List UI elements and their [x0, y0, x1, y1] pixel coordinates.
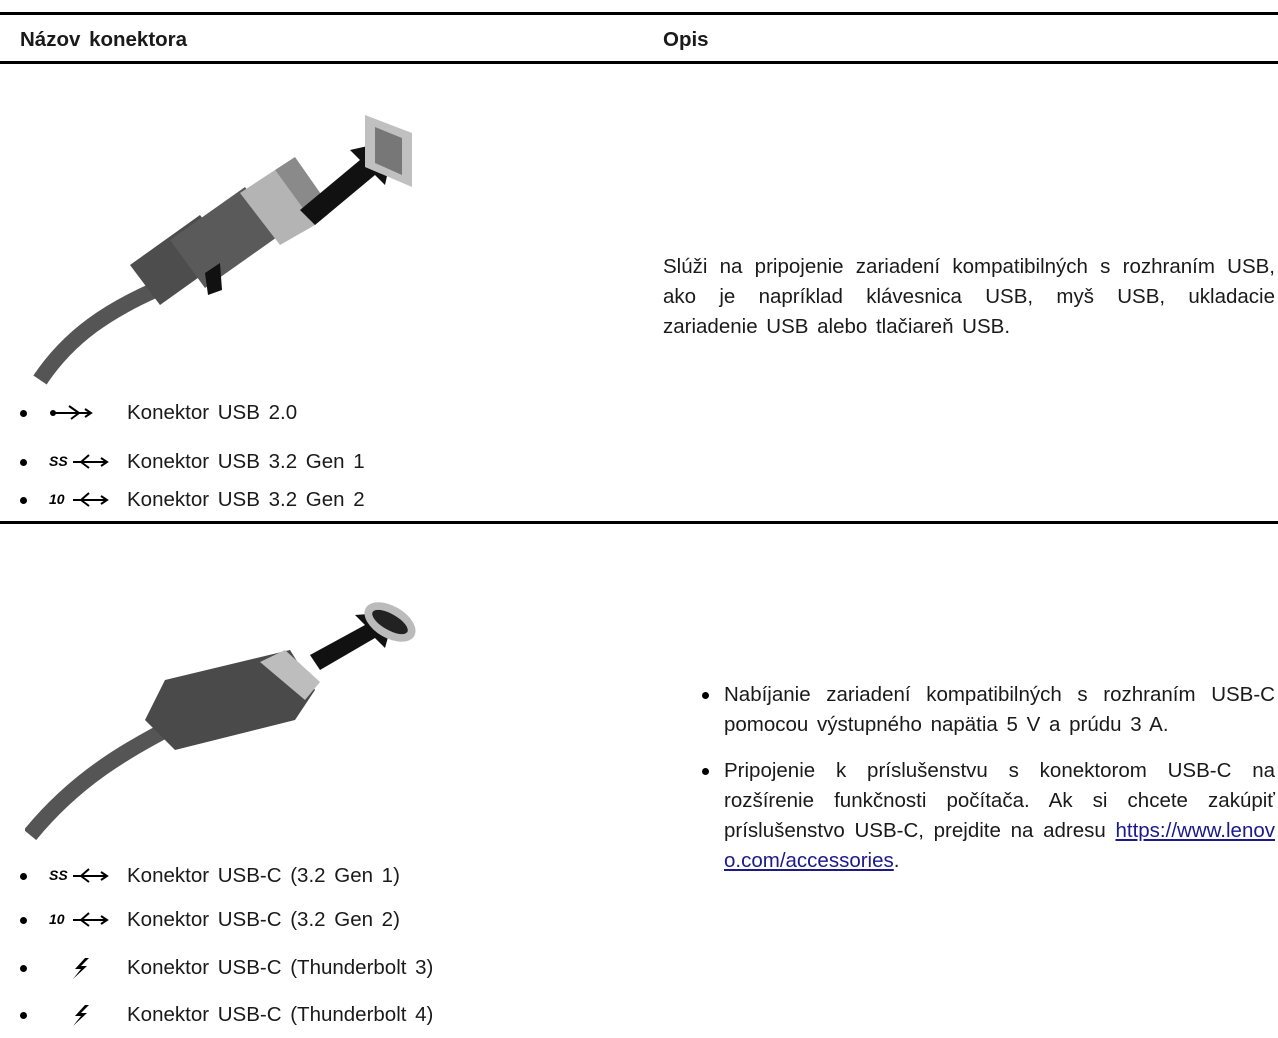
- usb-icon-text: SS: [49, 453, 68, 469]
- connector-label: Konektor USB-C (Thunderbolt 3): [127, 956, 434, 979]
- connector-item: 10 Konektor USB 3.2 Gen 2: [20, 485, 365, 515]
- connector-label: Konektor USB 3.2 Gen 2: [127, 488, 365, 511]
- connector-label: Konektor USB-C (3.2 Gen 2): [127, 908, 400, 931]
- usb-a-illustration: [33, 115, 412, 385]
- header-cell: Názov konektora: [20, 28, 188, 51]
- usb-c-illustration: [25, 602, 416, 840]
- description-list: Nabíjanie zariadení kompatibilných s roz…: [700, 680, 1275, 892]
- table-top-rule: [0, 12, 1278, 15]
- connector-item: SS Konektor USB-C (3.2 Gen 1): [20, 861, 400, 891]
- description-item: Pripojenie k príslušenstvu s konektorom …: [700, 756, 1275, 876]
- description: Slúži na pripojenie zariadení kompatibil…: [663, 255, 1275, 338]
- description-text: .: [893, 849, 900, 872]
- connector-label: Konektor USB 2.0: [127, 401, 298, 424]
- description-item: Nabíjanie zariadení kompatibilných s roz…: [700, 680, 1275, 740]
- link[interactable]: https://www.lenovo.com/accessories: [724, 819, 1275, 872]
- connector-item: 10 Konektor USB-C (3.2 Gen 2): [20, 905, 400, 935]
- description-text: Pripojenie k príslušenstvu s konektorom …: [724, 759, 1275, 842]
- usb-icon-text: SS: [49, 867, 68, 883]
- row-rule: [0, 521, 1278, 524]
- connector-item: Konektor USB-C (Thunderbolt 3): [20, 953, 433, 983]
- header-cell: Opis: [663, 28, 709, 51]
- connector-item: SS Konektor USB 3.2 Gen 1: [20, 447, 365, 477]
- connector-label: Konektor USB 3.2 Gen 1: [127, 450, 365, 473]
- connector-label: Konektor USB-C (3.2 Gen 1): [127, 864, 400, 887]
- connector-item: Konektor USB-C (Thunderbolt 4): [20, 1000, 433, 1030]
- connector-label: Konektor USB-C (Thunderbolt 4): [127, 1003, 434, 1026]
- usb-icon-text: 10: [49, 911, 65, 927]
- connector-item: Konektor USB 2.0: [20, 398, 297, 428]
- header-rule: [0, 61, 1278, 64]
- usb-icon-text: 10: [49, 491, 65, 507]
